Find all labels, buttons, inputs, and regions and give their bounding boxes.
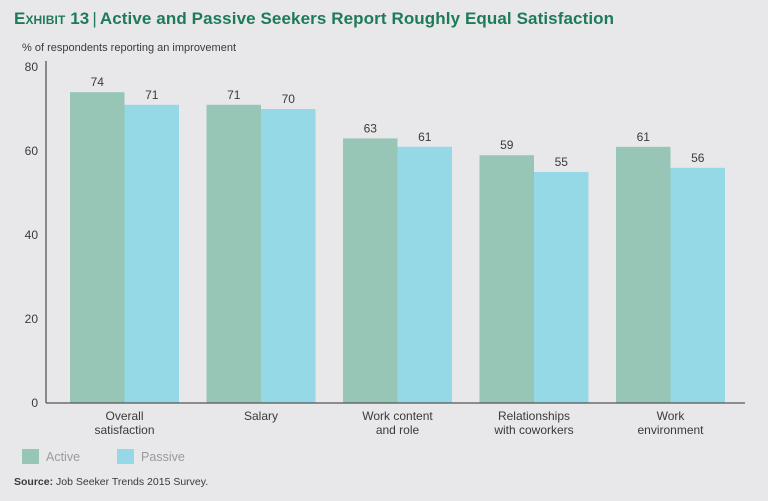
legend-swatch-passive xyxy=(117,449,135,464)
exhibit-label: Exhibit 13 xyxy=(14,9,90,28)
bar-passive xyxy=(397,146,452,404)
data-label: 70 xyxy=(282,92,296,106)
bar-active xyxy=(343,138,398,403)
bar-passive xyxy=(534,172,589,403)
x-tick-label: with coworkers xyxy=(493,423,573,437)
bar-passive xyxy=(261,109,316,403)
x-tick-label: Work xyxy=(657,409,686,423)
y-tick-label: 0 xyxy=(31,396,38,410)
legend-swatch-active xyxy=(22,449,39,464)
data-label: 55 xyxy=(555,155,569,169)
data-label: 61 xyxy=(418,130,432,144)
bar-active xyxy=(616,146,671,404)
bar-active xyxy=(206,104,261,404)
title-separator: | xyxy=(92,9,97,28)
source-label: Source: xyxy=(14,476,54,488)
x-tick-label: and role xyxy=(376,423,420,437)
x-tick-label: Relationships xyxy=(498,409,570,423)
data-label: 74 xyxy=(91,75,105,89)
bar-passive xyxy=(670,167,725,403)
legend-item-passive: Passive xyxy=(117,449,185,464)
bar-active xyxy=(70,92,125,403)
x-tick-label: Work content xyxy=(362,409,433,423)
y-tick-label: 60 xyxy=(25,144,39,158)
chart-title: Exhibit 13 | Active and Passive Seekers Re… xyxy=(14,9,614,29)
x-tick-label: Overall xyxy=(105,409,143,423)
bar-active xyxy=(479,155,534,403)
x-tick-label: Salary xyxy=(244,409,278,423)
source-note: Source: Job Seeker Trends 2015 Survey. xyxy=(14,476,208,488)
y-tick-label: 20 xyxy=(25,312,39,326)
legend-label-active: Active xyxy=(46,449,81,464)
data-label: 71 xyxy=(145,88,159,102)
data-label: 59 xyxy=(500,138,514,152)
data-label: 56 xyxy=(691,151,705,165)
data-label: 61 xyxy=(637,130,651,144)
title-text: Active and Passive Seekers Report Roughl… xyxy=(99,9,615,28)
data-label: 63 xyxy=(364,121,378,135)
source-text: Job Seeker Trends 2015 Survey. xyxy=(53,476,209,488)
x-tick-label: satisfaction xyxy=(94,423,154,437)
legend-label-passive: Passive xyxy=(141,449,185,464)
legend-item-active: Active xyxy=(22,449,80,464)
bar-passive xyxy=(124,104,179,404)
data-label: 71 xyxy=(227,88,241,102)
y-tick-label: 40 xyxy=(25,228,39,242)
x-tick-label: environment xyxy=(637,423,704,437)
y-axis-label: % of respondents reporting an improvemen… xyxy=(22,42,237,54)
y-tick-label: 80 xyxy=(25,60,39,74)
legend: Active Passive xyxy=(22,449,222,464)
